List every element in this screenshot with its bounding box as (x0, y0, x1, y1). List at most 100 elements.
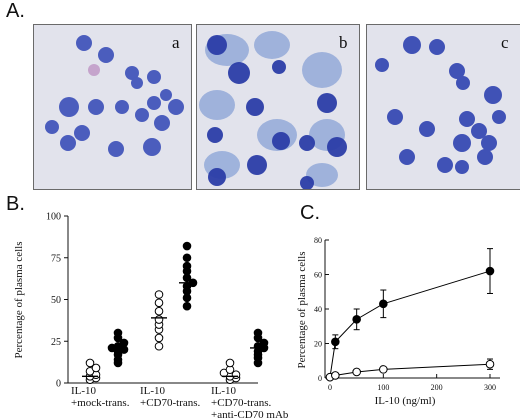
panel-b-label: B. (6, 193, 25, 215)
group-label-line: +anti-CD70 mAb (211, 409, 289, 418)
open-point (225, 372, 235, 381)
filled-point (182, 293, 192, 303)
filled-point (259, 338, 269, 348)
filled-point (259, 343, 269, 353)
y-axis-label-c: Percentage of plasma cells (296, 252, 308, 369)
y-tick-label-b: 50 (51, 295, 61, 306)
group-label-line: IL-10 (71, 385, 97, 397)
open-point (154, 320, 164, 329)
filled-point (113, 358, 123, 368)
micrograph-c-label: c (501, 33, 509, 52)
group-labels-b: IL-10+mock-trans.IL-10+CD70-trans.IL-10+… (71, 385, 289, 418)
open-point (225, 375, 235, 384)
y-tick-label-b: 25 (51, 337, 61, 348)
open-point (154, 306, 164, 316)
y-axis-label-b: Percentage of plasma cells (13, 242, 25, 359)
filled-point (182, 281, 192, 291)
micrograph-a: a (33, 24, 192, 190)
open-point (352, 367, 361, 377)
filled-point (113, 328, 123, 338)
group-label-line: +CD70-trans. (140, 397, 201, 409)
filled-point (253, 353, 263, 363)
filled-point (253, 350, 263, 359)
filled-point (113, 333, 123, 343)
y-tick-label-b: 75 (51, 253, 61, 264)
open-point (485, 359, 495, 369)
x-tick-label-c: 100 (377, 383, 389, 392)
filled-point (379, 299, 388, 309)
group-label-line: +mock-trans. (71, 397, 130, 409)
open-point (154, 315, 164, 324)
open-point (85, 372, 95, 381)
filled-point (325, 372, 335, 382)
open-point (154, 298, 164, 308)
filled-point (113, 350, 123, 359)
filled-point (182, 266, 192, 276)
filled-point (253, 358, 263, 368)
filled-point (113, 341, 123, 351)
filled-point (182, 253, 192, 263)
panel-c-label: C. (300, 202, 320, 224)
open-point (85, 375, 95, 384)
micrograph-a-label: a (172, 33, 180, 52)
y-tick-label-c: 60 (314, 271, 322, 280)
filled-point (182, 286, 192, 296)
series-line-filled (329, 270, 491, 378)
open-point (154, 341, 164, 351)
group-label-line: IL-10 (140, 385, 166, 397)
open-point (91, 363, 101, 373)
filled-point (182, 273, 192, 283)
open-point (85, 367, 95, 376)
open-point (91, 373, 101, 383)
open-point (231, 373, 241, 383)
micrograph-c-image (375, 36, 506, 174)
open-point (219, 368, 229, 378)
filled-point (119, 345, 129, 354)
filled-point (485, 266, 495, 276)
filled-point (253, 341, 263, 351)
group-label-line: IL-10 (211, 385, 237, 397)
filled-point (119, 338, 129, 348)
filled-point (113, 346, 123, 356)
micrograph-b-label: b (339, 33, 348, 52)
filled-point (113, 355, 123, 364)
y-tick-label-c: 40 (314, 305, 322, 314)
y-tick-label-c: 80 (314, 236, 322, 245)
open-point (325, 372, 335, 382)
y-tick-label-b: 100 (46, 212, 61, 223)
filled-point (188, 278, 198, 288)
open-point (154, 290, 164, 299)
micrograph-a-image (45, 35, 184, 157)
data-points-b (82, 241, 269, 384)
x-axis-label-c: IL-10 (ng/ml) (375, 395, 436, 407)
filled-point (182, 301, 192, 311)
open-point (91, 370, 101, 379)
group-label-line: +CD70-trans. (211, 397, 272, 409)
open-point (85, 358, 95, 368)
series-c (325, 248, 495, 382)
y-tick-label-c: 20 (314, 340, 322, 349)
open-point (154, 333, 164, 343)
filled-point (182, 261, 192, 271)
y-tick-label-b: 0 (56, 379, 61, 390)
y-tick-label-c: 0 (318, 374, 322, 383)
filled-point (182, 241, 192, 251)
micrograph-b: b (196, 24, 360, 190)
series-line-open (329, 363, 491, 378)
y-ticks-b: 0 25 50 75 100 (46, 212, 68, 390)
ticks-c: 0 20 40 60 80 0 100 200 300 (314, 236, 496, 392)
open-point (331, 371, 340, 380)
open-point (379, 365, 388, 374)
x-tick-label-c: 300 (484, 383, 496, 392)
filled-point (253, 346, 263, 356)
micrograph-c: c (366, 24, 520, 190)
x-tick-label-c: 200 (431, 383, 443, 392)
panel-a-label: A. (6, 0, 25, 22)
open-point (225, 358, 235, 368)
filled-point (253, 333, 263, 343)
open-point (154, 325, 164, 334)
open-point (225, 365, 235, 374)
filled-point (352, 315, 361, 324)
open-point (231, 370, 241, 379)
filled-point (331, 337, 340, 347)
